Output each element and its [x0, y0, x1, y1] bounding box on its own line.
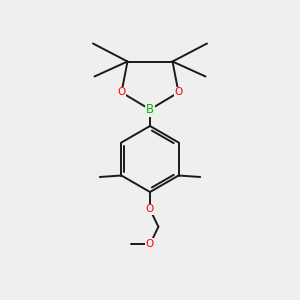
Text: B: B: [146, 103, 154, 116]
Text: O: O: [146, 239, 154, 249]
Text: O: O: [146, 204, 154, 214]
Text: O: O: [117, 87, 126, 98]
Text: O: O: [174, 87, 183, 98]
